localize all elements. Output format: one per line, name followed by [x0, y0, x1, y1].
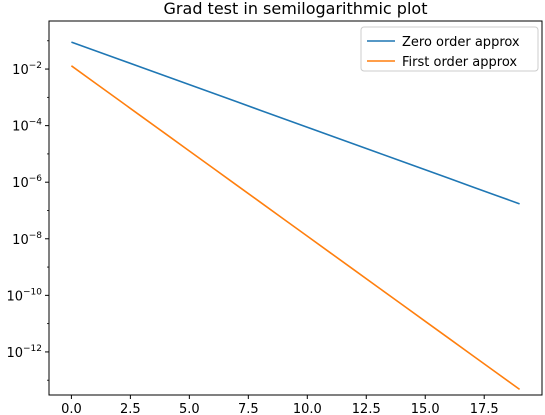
x-tick-label: 17.5: [470, 402, 499, 415]
y-tick-label: 10−2: [12, 61, 42, 78]
x-tick-label: 12.5: [352, 402, 381, 415]
chart-title: Grad test in semilogarithmic plot: [164, 0, 428, 18]
legend-label: First order approx: [402, 55, 517, 70]
x-tick-label: 10.0: [293, 402, 322, 415]
legend-box: [360, 26, 539, 72]
y-axis: 10−12 10−10 10−8 10−6 10−4 10−2: [6, 40, 49, 381]
series-line-zero-order-approx: [71, 41, 520, 205]
x-tick-label: 2.5: [120, 402, 141, 415]
x-tick-label: 15.0: [411, 402, 440, 415]
y-tick-label: 10−12: [6, 344, 42, 361]
legend-label: Zero order approx: [402, 35, 520, 50]
y-tick-label: 10−6: [12, 174, 42, 191]
y-tick-label: 10−10: [6, 287, 42, 304]
series-lines: [70, 41, 521, 391]
x-tick-label: 5.0: [179, 402, 200, 415]
series-line-first-order-approx: [70, 65, 521, 391]
legend: Zero order approx First order approx: [360, 26, 539, 72]
plot-frame: [48, 20, 543, 396]
plot-area: [48, 20, 543, 396]
x-axis: 0.0 2.5 5.0 7.5 10.0 12.5 15.0 17.5: [61, 395, 499, 415]
y-tick-label: 10−8: [12, 231, 42, 248]
x-tick-label: 7.5: [238, 402, 259, 415]
x-tick-label: 0.0: [61, 402, 82, 415]
y-tick-label: 10−4: [12, 118, 42, 135]
